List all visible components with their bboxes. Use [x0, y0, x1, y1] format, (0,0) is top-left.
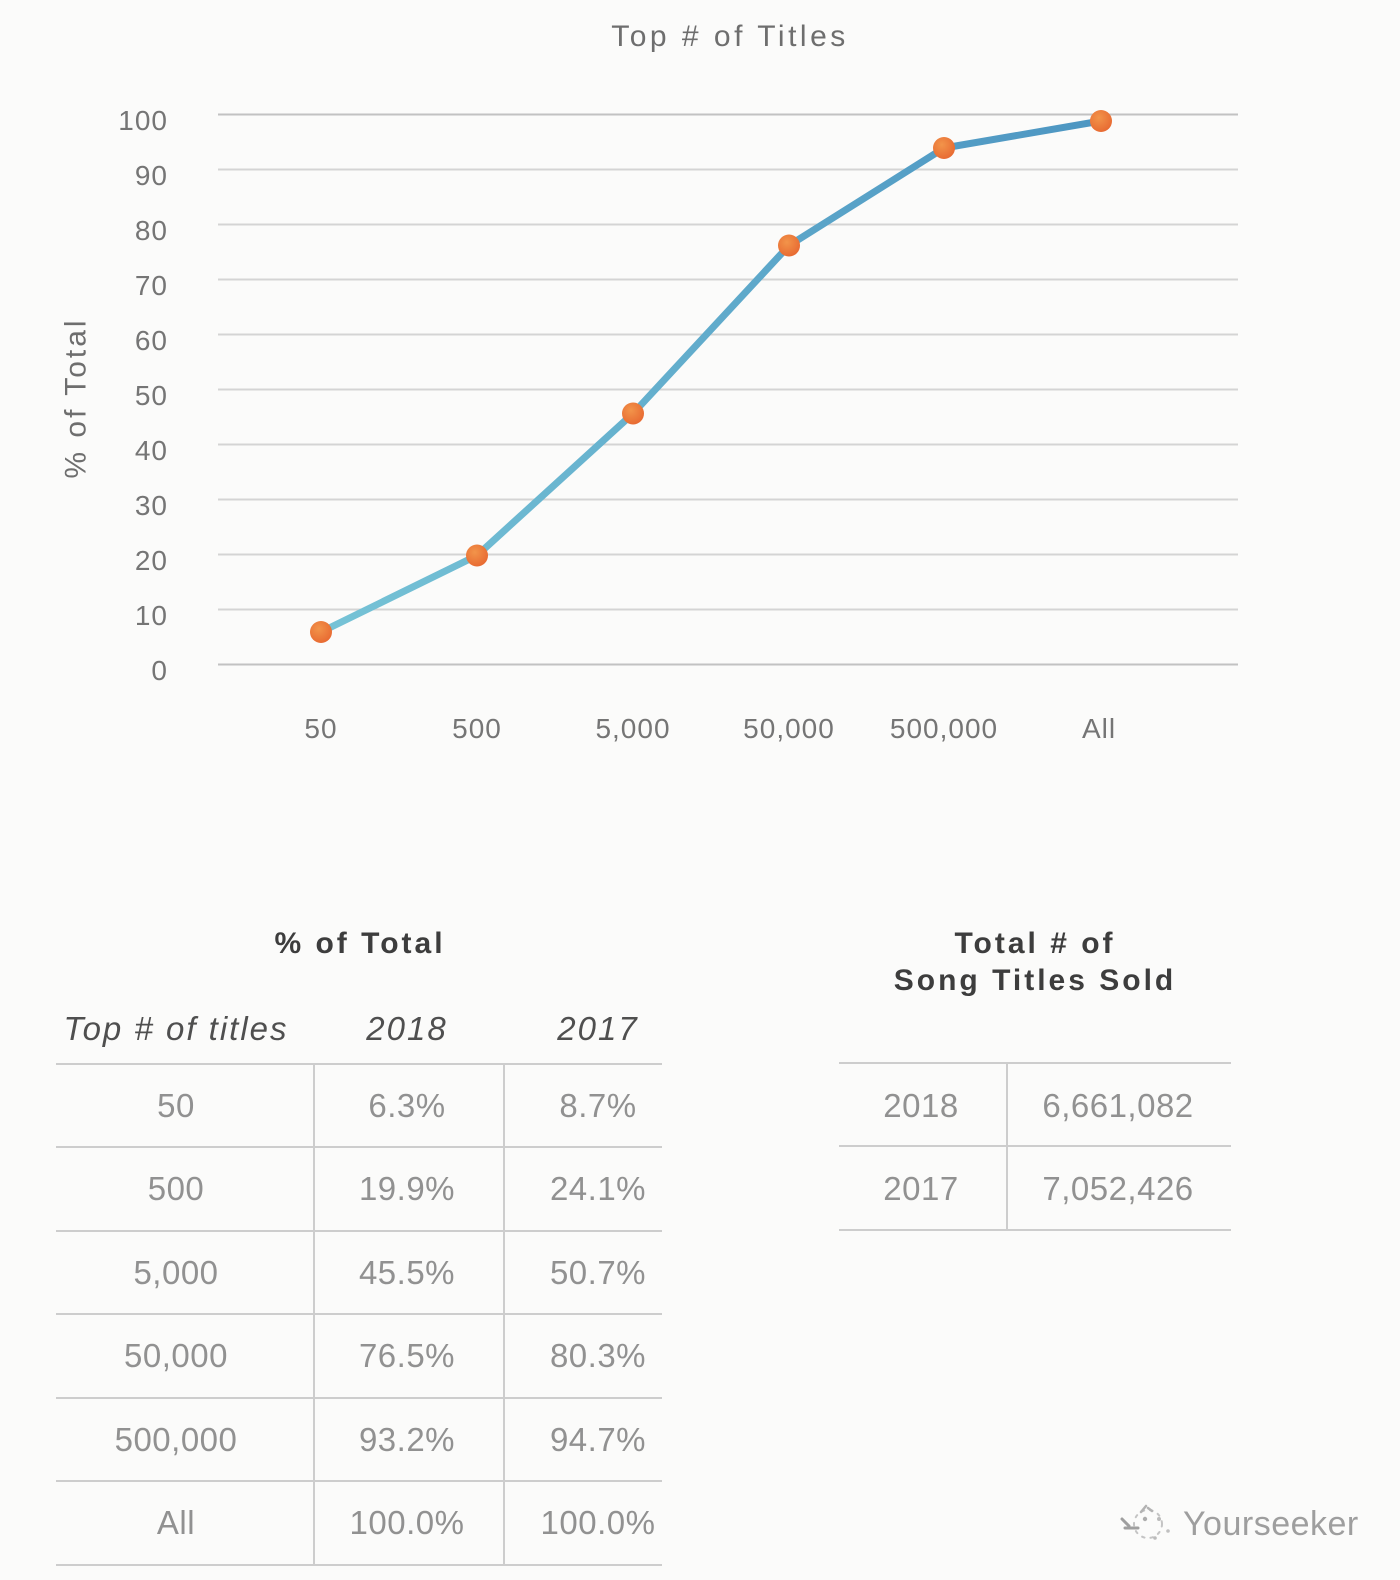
svg-text:20: 20 [135, 545, 168, 576]
svg-text:500,000: 500,000 [890, 713, 998, 744]
svg-text:50,000: 50,000 [743, 713, 835, 744]
svg-text:70: 70 [135, 270, 168, 301]
svg-text:5,000: 5,000 [595, 713, 670, 744]
svg-text:100: 100 [118, 105, 168, 136]
svg-text:500: 500 [452, 713, 502, 744]
svg-text:0: 0 [151, 655, 168, 686]
svg-text:60: 60 [135, 325, 168, 356]
svg-text:50: 50 [135, 380, 168, 411]
svg-text:All: All [1082, 713, 1116, 744]
svg-text:50: 50 [304, 713, 337, 744]
svg-text:80: 80 [135, 215, 168, 246]
svg-text:% of Total: % of Total [60, 317, 93, 478]
svg-text:90: 90 [135, 160, 168, 191]
svg-text:40: 40 [135, 435, 168, 466]
svg-text:10: 10 [135, 600, 168, 631]
svg-text:Top # of Titles: Top # of Titles [611, 20, 849, 53]
svg-text:30: 30 [135, 490, 168, 521]
